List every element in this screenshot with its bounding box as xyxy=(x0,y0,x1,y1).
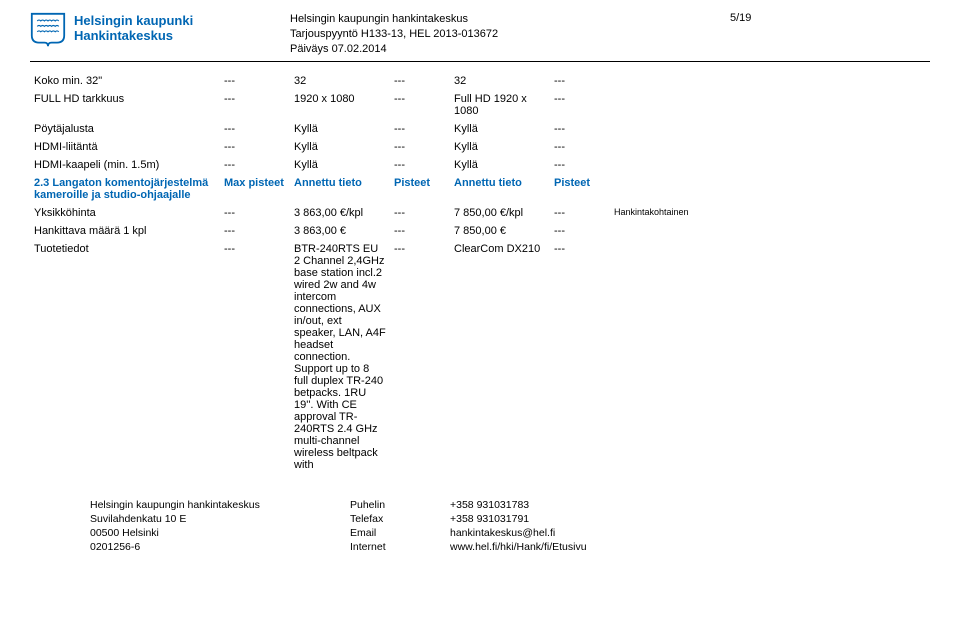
header-divider xyxy=(30,61,930,62)
header-page: 5/19 xyxy=(730,12,930,24)
footer-l-phone: Puhelin xyxy=(350,498,450,512)
helsinki-logo-icon xyxy=(30,12,66,48)
section-header-row: 2.3 Langaton komentojärjestelmä kameroil… xyxy=(30,174,930,204)
section-label: 2.3 Langaton komentojärjestelmä kameroil… xyxy=(30,174,220,204)
row-label: Koko min. 32" xyxy=(30,72,220,90)
header-center: Helsingin kaupungin hankintakeskus Tarjo… xyxy=(270,12,730,57)
row-v1: 32 xyxy=(290,72,390,90)
dash: --- xyxy=(550,240,610,474)
row-v2: 7 850,00 €/kpl xyxy=(450,204,550,222)
footer-l-email: Email xyxy=(350,526,450,540)
row-v2: Kyllä xyxy=(450,156,550,174)
footer-l-fax: Telefax xyxy=(350,512,450,526)
header-date: Päiväys 07.02.2014 xyxy=(290,42,730,57)
row-label: HDMI-kaapeli (min. 1.5m) xyxy=(30,156,220,174)
row-v2: ClearCom DX210 xyxy=(450,240,550,474)
dash: --- xyxy=(390,138,450,156)
row-label: Yksikköhinta xyxy=(30,204,220,222)
row-label: Hankittava määrä 1 kpl xyxy=(30,222,220,240)
row-label: HDMI-liitäntä xyxy=(30,138,220,156)
row-v2: Full HD 1920 x 1080 xyxy=(450,90,550,120)
row-v1: BTR-240RTS EU 2 Channel 2,4GHz base stat… xyxy=(290,240,390,474)
section-c2: Annettu tieto xyxy=(290,174,390,204)
dash: --- xyxy=(390,120,450,138)
dash: --- xyxy=(220,204,290,222)
row-v1: 3 863,00 €/kpl xyxy=(290,204,390,222)
dash: --- xyxy=(390,90,450,120)
row-label: FULL HD tarkkuus xyxy=(30,90,220,120)
section-c5: Pisteet xyxy=(550,174,610,204)
section-c1: Max pisteet xyxy=(220,174,290,204)
footer-labels: Puhelin Telefax Email Internet xyxy=(350,498,450,555)
footer-fax: +358 931031791 xyxy=(450,512,930,526)
dash: --- xyxy=(220,222,290,240)
table-row: HDMI-kaapeli (min. 1.5m) --- Kyllä --- K… xyxy=(30,156,930,174)
dash: --- xyxy=(390,240,450,474)
footer-web: www.hel.fi/hki/Hank/fi/Etusivu xyxy=(450,540,930,554)
dash: --- xyxy=(220,120,290,138)
table-row: Tuotetiedot --- BTR-240RTS EU 2 Channel … xyxy=(30,240,930,474)
dash: --- xyxy=(390,222,450,240)
page: Helsingin kaupunki Hankintakeskus Helsin… xyxy=(0,0,960,554)
row-v2: 32 xyxy=(450,72,550,90)
row-v1: Kyllä xyxy=(290,156,390,174)
row-v2: 7 850,00 € xyxy=(450,222,550,240)
footer-phone: +358 931031783 xyxy=(450,498,930,512)
footer-address: Helsingin kaupungin hankintakeskus Suvil… xyxy=(90,498,350,555)
row-v2: Kyllä xyxy=(450,120,550,138)
dash: --- xyxy=(550,90,610,120)
footer-addr4: 0201256-6 xyxy=(90,540,350,554)
row-v1: Kyllä xyxy=(290,138,390,156)
page-footer: Helsingin kaupungin hankintakeskus Suvil… xyxy=(30,498,930,555)
footer-addr2: Suvilahdenkatu 10 E xyxy=(90,512,350,526)
table-row: Koko min. 32" --- 32 --- 32 --- xyxy=(30,72,930,90)
logo-text: Helsingin kaupunki Hankintakeskus xyxy=(74,12,193,44)
dash: --- xyxy=(220,240,290,474)
header-org: Helsingin kaupungin hankintakeskus xyxy=(290,12,730,27)
dash: --- xyxy=(550,138,610,156)
table-row: Pöytäjalusta --- Kyllä --- Kyllä --- xyxy=(30,120,930,138)
row-v1: 1920 x 1080 xyxy=(290,90,390,120)
table-row: Yksikköhinta --- 3 863,00 €/kpl --- 7 85… xyxy=(30,204,930,222)
footer-addr1: Helsingin kaupungin hankintakeskus xyxy=(90,498,350,512)
page-header: Helsingin kaupunki Hankintakeskus Helsin… xyxy=(30,12,930,57)
logo-line1: Helsingin kaupunki xyxy=(74,14,193,29)
row-note: Hankintakohtainen xyxy=(610,204,930,222)
header-ref: Tarjouspyyntö H133-13, HEL 2013-013672 xyxy=(290,27,730,42)
table-row: HDMI-liitäntä --- Kyllä --- Kyllä --- xyxy=(30,138,930,156)
dash: --- xyxy=(220,90,290,120)
row-v1: Kyllä xyxy=(290,120,390,138)
table-row: FULL HD tarkkuus --- 1920 x 1080 --- Ful… xyxy=(30,90,930,120)
footer-email: hankintakeskus@hel.fi xyxy=(450,526,930,540)
dash: --- xyxy=(220,72,290,90)
dash: --- xyxy=(220,156,290,174)
dash: --- xyxy=(550,204,610,222)
logo-line2: Hankintakeskus xyxy=(74,29,193,44)
row-label: Tuotetiedot xyxy=(30,240,220,474)
dash: --- xyxy=(550,120,610,138)
footer-l-web: Internet xyxy=(350,540,450,554)
logo-block: Helsingin kaupunki Hankintakeskus xyxy=(30,12,270,48)
dash: --- xyxy=(550,222,610,240)
dash: --- xyxy=(550,72,610,90)
table-row: Hankittava määrä 1 kpl --- 3 863,00 € --… xyxy=(30,222,930,240)
section-c3: Pisteet xyxy=(390,174,450,204)
row-v2: Kyllä xyxy=(450,138,550,156)
dash: --- xyxy=(220,138,290,156)
spec-table: Koko min. 32" --- 32 --- 32 --- FULL HD … xyxy=(30,72,930,474)
dash: --- xyxy=(390,72,450,90)
footer-addr3: 00500 Helsinki xyxy=(90,526,350,540)
row-label: Pöytäjalusta xyxy=(30,120,220,138)
row-v1: 3 863,00 € xyxy=(290,222,390,240)
dash: --- xyxy=(390,156,450,174)
section-c4: Annettu tieto xyxy=(450,174,550,204)
footer-values: +358 931031783 +358 931031791 hankintake… xyxy=(450,498,930,555)
dash: --- xyxy=(390,204,450,222)
dash: --- xyxy=(550,156,610,174)
